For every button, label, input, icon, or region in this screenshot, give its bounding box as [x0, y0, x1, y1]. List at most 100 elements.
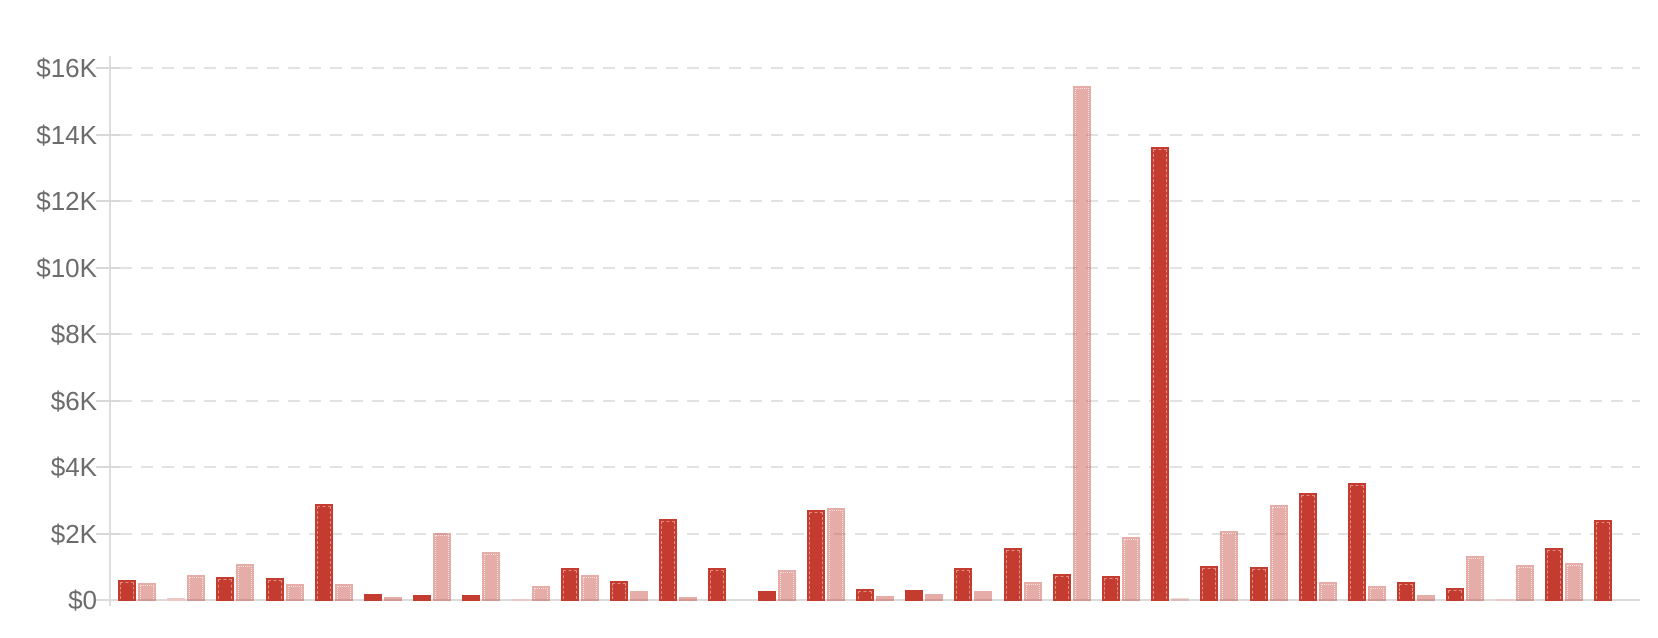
- bar-light-group-20[interactable]: [1073, 86, 1091, 601]
- bar-inner-stroke: [1448, 590, 1462, 599]
- y-tick-label: $6K: [50, 386, 97, 416]
- bar-light-group-27[interactable]: [1417, 595, 1435, 601]
- bar-light-group-4[interactable]: [286, 584, 304, 601]
- bar-dark-group-24[interactable]: [1250, 567, 1268, 601]
- bar-light-group-17[interactable]: [925, 594, 943, 601]
- bar-dark-group-27[interactable]: [1397, 582, 1415, 601]
- bar-inner-stroke: [1596, 522, 1610, 599]
- bar-light-group-28[interactable]: [1466, 556, 1484, 601]
- bar-inner-stroke: [317, 506, 331, 599]
- bar-inner-stroke: [1272, 507, 1286, 599]
- bar-inner-stroke: [1222, 533, 1236, 599]
- y-tick-label: $10K: [36, 253, 97, 283]
- bar-dark-group-22[interactable]: [1151, 147, 1169, 601]
- gridline: [120, 333, 1640, 335]
- bar-light-group-2[interactable]: [187, 575, 205, 601]
- bar-inner-stroke: [1301, 495, 1315, 599]
- bar-dark-group-18[interactable]: [954, 568, 972, 601]
- bar-dark-group-13[interactable]: [708, 568, 726, 601]
- bar-dark-group-6[interactable]: [364, 594, 382, 601]
- bar-dark-group-20[interactable]: [1053, 574, 1071, 601]
- bar-inner-stroke: [1055, 576, 1069, 599]
- bar-dark-group-3[interactable]: [216, 577, 234, 601]
- bar-light-group-12[interactable]: [679, 597, 697, 601]
- bar-dark-group-25[interactable]: [1299, 493, 1317, 601]
- bar-light-group-15[interactable]: [827, 508, 845, 601]
- y-axis-tick: [96, 267, 120, 269]
- bar-dark-group-11[interactable]: [610, 581, 628, 601]
- bar-light-group-25[interactable]: [1319, 582, 1337, 601]
- bar-dark-group-9[interactable]: [512, 599, 530, 601]
- bar-dark-group-12[interactable]: [659, 519, 677, 601]
- bar-light-group-8[interactable]: [482, 552, 500, 601]
- y-axis-tick: [96, 134, 120, 136]
- bar-dark-group-1[interactable]: [118, 580, 136, 601]
- bar-inner-stroke: [1399, 584, 1413, 599]
- bar-light-group-14[interactable]: [778, 570, 796, 601]
- bar-dark-group-7[interactable]: [413, 595, 431, 601]
- bar-inner-stroke: [1026, 584, 1040, 599]
- bar-inner-stroke: [1202, 568, 1216, 599]
- gridline: [120, 67, 1640, 69]
- bar-inner-stroke: [563, 570, 577, 599]
- bar-inner-stroke: [829, 510, 843, 599]
- y-tick-label: $14K: [36, 120, 97, 150]
- bar-light-group-5[interactable]: [335, 584, 353, 601]
- bar-light-group-22[interactable]: [1171, 598, 1189, 601]
- bar-inner-stroke: [140, 585, 154, 599]
- bar-dark-group-14[interactable]: [758, 591, 776, 601]
- bar-dark-group-8[interactable]: [462, 595, 480, 601]
- bar-light-group-11[interactable]: [630, 591, 648, 601]
- bar-inner-stroke: [1518, 567, 1532, 599]
- bar-light-group-16[interactable]: [876, 596, 894, 601]
- bar-dark-group-17[interactable]: [905, 590, 923, 601]
- bar-dark-group-21[interactable]: [1102, 576, 1120, 601]
- bar-inner-stroke: [189, 577, 203, 599]
- bar-light-group-3[interactable]: [236, 564, 254, 601]
- bar-light-group-7[interactable]: [433, 533, 451, 601]
- bar-light-group-29[interactable]: [1516, 565, 1534, 601]
- bar-inner-stroke: [809, 512, 823, 599]
- gridline: [120, 400, 1640, 402]
- bar-dark-group-23[interactable]: [1200, 566, 1218, 601]
- bar-inner-stroke: [1075, 88, 1089, 599]
- gridline: [120, 134, 1640, 136]
- y-axis-line: [109, 56, 111, 606]
- bar-light-group-9[interactable]: [532, 586, 550, 601]
- bar-light-group-19[interactable]: [1024, 582, 1042, 601]
- bar-dark-group-31[interactable]: [1594, 520, 1612, 601]
- bar-inner-stroke: [1567, 565, 1581, 599]
- bar-light-group-18[interactable]: [974, 591, 992, 601]
- bar-inner-stroke: [1350, 485, 1364, 599]
- bar-dark-group-10[interactable]: [561, 568, 579, 601]
- bar-inner-stroke: [1468, 558, 1482, 599]
- bar-light-group-21[interactable]: [1122, 537, 1140, 601]
- y-tick-label: $12K: [36, 186, 97, 216]
- bar-dark-group-4[interactable]: [266, 578, 284, 601]
- bar-dark-group-2[interactable]: [167, 598, 185, 601]
- bar-light-group-30[interactable]: [1565, 563, 1583, 601]
- bar-inner-stroke: [1104, 578, 1118, 599]
- bar-inner-stroke: [710, 570, 724, 599]
- y-axis-tick: [96, 400, 120, 402]
- bar-light-group-10[interactable]: [581, 575, 599, 601]
- y-axis-tick: [96, 67, 120, 69]
- y-axis-tick: [96, 200, 120, 202]
- bar-dark-group-16[interactable]: [856, 589, 874, 601]
- bar-dark-group-15[interactable]: [807, 510, 825, 601]
- bar-dark-group-26[interactable]: [1348, 483, 1366, 601]
- bar-light-group-6[interactable]: [384, 597, 402, 601]
- bar-inner-stroke: [1153, 149, 1167, 599]
- bar-dark-group-5[interactable]: [315, 504, 333, 601]
- bar-dark-group-30[interactable]: [1545, 548, 1563, 601]
- y-axis-tick: [96, 466, 120, 468]
- bar-inner-stroke: [583, 577, 597, 599]
- bar-dark-group-28[interactable]: [1446, 588, 1464, 601]
- bar-light-group-26[interactable]: [1368, 586, 1386, 601]
- bar-dark-group-19[interactable]: [1004, 548, 1022, 601]
- bar-inner-stroke: [337, 586, 351, 599]
- bar-light-group-1[interactable]: [138, 583, 156, 601]
- bar-dark-group-29[interactable]: [1496, 599, 1514, 601]
- bar-light-group-23[interactable]: [1220, 531, 1238, 601]
- bar-light-group-24[interactable]: [1270, 505, 1288, 601]
